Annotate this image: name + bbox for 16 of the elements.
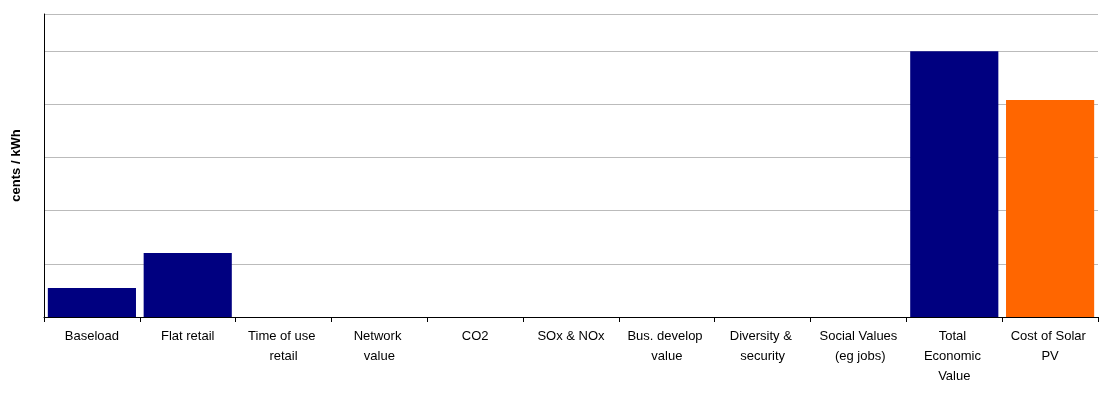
x-tick-label: SOx & NOx bbox=[537, 327, 606, 343]
x-tick-label: CO2 bbox=[461, 327, 489, 343]
x-tick-label: Flat retail bbox=[160, 327, 215, 343]
x-tick-label: Time of use retail bbox=[248, 327, 320, 363]
x-tick-label: Bus. develop value bbox=[627, 327, 707, 363]
x-tick-label: Social Values (eg jobs) bbox=[819, 327, 898, 363]
bar bbox=[143, 252, 232, 317]
y-axis-title: cents / kWh bbox=[8, 129, 23, 202]
x-tick-label: Cost of Solar PV bbox=[1010, 327, 1090, 363]
bar bbox=[1006, 100, 1095, 317]
x-tick-label: Diversity & security bbox=[729, 327, 796, 363]
bar bbox=[47, 288, 136, 317]
bar bbox=[910, 51, 999, 317]
x-tick-label: Baseload bbox=[64, 327, 120, 343]
x-tick-label: Total Economic Value bbox=[923, 327, 985, 383]
x-tick-label: Network value bbox=[353, 327, 406, 363]
